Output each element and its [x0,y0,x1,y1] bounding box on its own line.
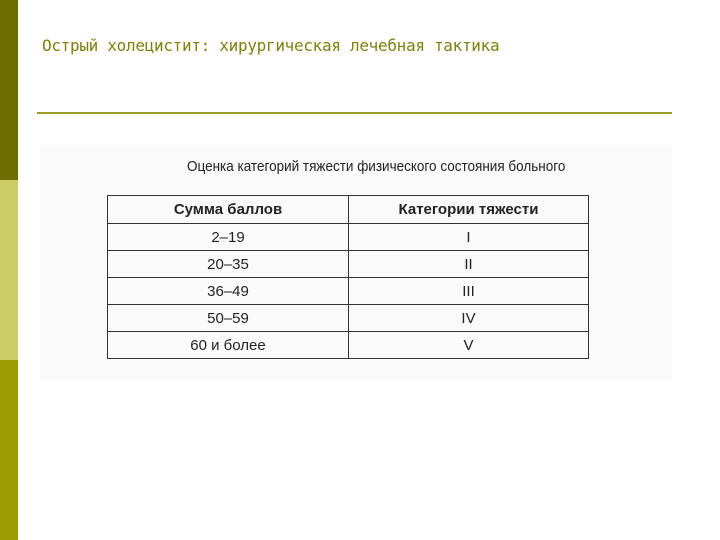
severity-category-cell: IV [348,304,589,332]
table-row: 2–19 I [107,223,589,251]
header-score-sum: Сумма баллов [107,195,349,224]
table-row: 36–49 III [107,277,589,305]
accent-bar-bottom [0,360,18,540]
table-header-row: Сумма баллов Категории тяжести [107,195,589,224]
title-divider [37,112,672,114]
severity-category-cell: III [348,277,589,305]
table-row: 20–35 II [107,250,589,278]
score-range-cell: 20–35 [107,250,349,278]
score-range-cell: 36–49 [107,277,349,305]
header-severity-category: Категории тяжести [348,195,589,224]
accent-bar-middle [0,180,18,360]
severity-category-cell: I [348,223,589,251]
table-row: 50–59 IV [107,304,589,332]
score-range-cell: 60 и более [107,331,349,359]
table-row: 60 и более V [107,331,589,359]
accent-bar-top [0,0,18,180]
score-range-cell: 2–19 [107,223,349,251]
table-caption: Оценка категорий тяжести физического сос… [187,158,566,175]
severity-category-cell: II [348,250,589,278]
score-range-cell: 50–59 [107,304,349,332]
severity-category-cell: V [348,331,589,359]
slide-title: Острый холецистит: хирургическая лечебна… [42,36,500,55]
severity-table: Сумма баллов Категории тяжести 2–19 I 20–3… [107,195,589,359]
